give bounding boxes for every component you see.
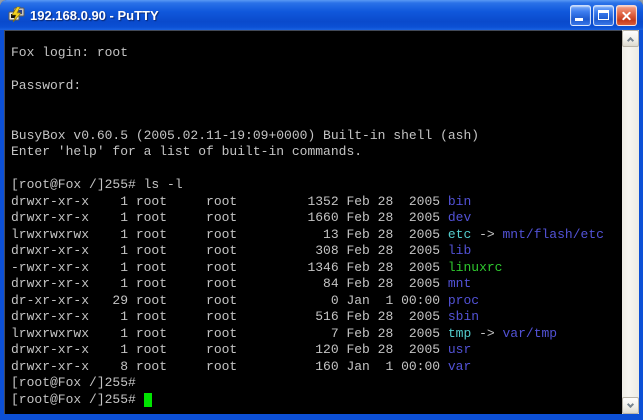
terminal-line: [root@Fox /]255# xyxy=(11,392,621,409)
terminal-line: [root@Fox /]255# xyxy=(11,375,136,390)
terminal-line: Fox login: root xyxy=(11,45,129,60)
scrollbar-track[interactable] xyxy=(622,47,639,397)
terminal-line: drwxr-xr-x 8 root root 160 Jan 1 00:00 v… xyxy=(11,358,472,374)
terminal-line xyxy=(11,95,621,112)
terminal-client-area: Fox login: root Password: BusyBox v0.60.… xyxy=(4,30,639,414)
maximize-icon xyxy=(598,9,609,20)
terminal-output[interactable]: Fox login: root Password: BusyBox v0.60.… xyxy=(4,30,621,414)
window-controls xyxy=(570,4,637,26)
putty-icon-graphic xyxy=(8,6,25,23)
close-icon xyxy=(617,6,636,25)
terminal-line xyxy=(11,111,621,128)
terminal-line xyxy=(11,62,621,79)
terminal-line: lrwxrwxrwx 1 root root 13 Feb 28 2005 et… xyxy=(11,226,604,242)
chevron-down-icon xyxy=(626,400,635,409)
terminal-line xyxy=(11,161,621,178)
terminal-line: dr-xr-xr-x 29 root root 0 Jan 1 00:00 pr… xyxy=(11,292,480,308)
terminal-line: Password: xyxy=(11,78,82,93)
terminal-line: BusyBox v0.60.5 (2005.02.11-19:09+0000) … xyxy=(11,127,480,143)
terminal-line: [root@Fox /]255# ls -l xyxy=(11,177,183,192)
terminal-line: Enter 'help' for a list of built-in comm… xyxy=(11,144,363,159)
terminal-line: drwxr-xr-x 1 root root 308 Feb 28 2005 l… xyxy=(11,243,472,258)
window-title: 192.168.0.90 - PuTTY xyxy=(30,7,159,23)
scroll-up-button[interactable] xyxy=(622,30,639,47)
close-button[interactable] xyxy=(616,4,637,26)
terminal-line: drwxr-xr-x 1 root root 120 Feb 28 2005 u… xyxy=(11,342,472,357)
terminal-line: lrwxrwxrwx 1 root root 7 Feb 28 2005 tmp… xyxy=(11,325,558,341)
terminal-line: drwxr-xr-x 1 root root 84 Feb 28 2005 mn… xyxy=(11,276,472,291)
terminal-line: drwxr-xr-x 1 root root 516 Feb 28 2005 s… xyxy=(11,309,480,324)
minimize-icon xyxy=(575,17,583,21)
terminal-line: -rwxr-xr-x 1 root root 1346 Feb 28 2005 … xyxy=(11,259,503,275)
maximize-button[interactable] xyxy=(593,4,614,26)
minimize-button[interactable] xyxy=(570,4,591,26)
titlebar[interactable]: 192.168.0.90 - PuTTY xyxy=(0,0,643,30)
chevron-up-icon xyxy=(626,36,635,45)
terminal-line: drwxr-xr-x 1 root root 1660 Feb 28 2005 … xyxy=(11,210,472,225)
scroll-down-button[interactable] xyxy=(622,397,639,414)
putty-app-icon xyxy=(8,6,26,24)
terminal-line: drwxr-xr-x 1 root root 1352 Feb 28 2005 … xyxy=(11,193,472,209)
terminal-cursor xyxy=(143,392,152,407)
scrollbar[interactable] xyxy=(622,30,639,414)
